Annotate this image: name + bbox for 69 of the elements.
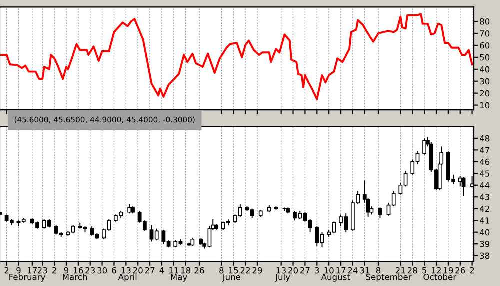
y-tick-label: 42 — [480, 206, 490, 212]
y-tick-label: 47 — [480, 147, 490, 154]
x-tick-label: 13 — [122, 267, 131, 274]
x-tick-label: 16 — [74, 267, 84, 274]
x-tick-label: 2 — [470, 267, 474, 274]
x2-tick-label: October — [424, 274, 457, 280]
y-tick-label: 40 — [480, 229, 490, 236]
y-tick-label: 60 — [480, 42, 490, 49]
x-tick-label: 19 — [444, 267, 454, 274]
x-tick-label: 2 — [4, 267, 9, 274]
x2-tick-label: September — [366, 274, 412, 282]
x-tick-label: 29 — [252, 267, 262, 274]
x-tick-label: 27 — [145, 267, 155, 274]
y-tick-label: 41 — [480, 218, 490, 224]
x-tick-label: 30 — [98, 267, 108, 274]
x2-tick-label: July — [275, 274, 290, 282]
x-tick-label: 13 — [276, 267, 286, 274]
x-tick-label: 24 — [348, 267, 358, 274]
x-tick-label: 20 — [133, 267, 143, 274]
x-tick-label: 9 — [16, 267, 21, 274]
x-tick-label: 18 — [181, 267, 191, 274]
x-tick-label: 10 — [324, 267, 334, 274]
x-tick-label: 15 — [229, 268, 238, 274]
x-tick-label: 28 — [408, 267, 418, 274]
x2-tick-label: February — [10, 274, 46, 282]
y-tick-label: 40 — [480, 66, 490, 73]
x2-tick-label: March — [63, 274, 88, 280]
y-tick-label: 38 — [480, 252, 490, 260]
x-tick-label: 26 — [194, 267, 204, 274]
x-tick-label: 17 — [336, 268, 346, 274]
y-tick-label: 10 — [480, 102, 490, 109]
x-tick-label: 6 — [112, 267, 116, 274]
candlestick — [462, 176, 466, 196]
x-tick-label: 27 — [300, 267, 310, 274]
x-tick-label: 21 — [396, 267, 406, 274]
y-tick-label: 20 — [480, 90, 490, 97]
x-tick-label: 8 — [376, 267, 381, 274]
x-tick-label: 26 — [456, 267, 466, 274]
y-tick-label: 39 — [480, 241, 490, 248]
x-tick-label: 23 — [86, 267, 95, 274]
x-tick-label: 2 — [52, 267, 56, 274]
x-tick-label: 20 — [288, 267, 298, 274]
y-tick-label: 43 — [480, 194, 490, 200]
x-tick-label: 12 — [432, 267, 441, 274]
x-tick-label: 4 — [160, 268, 164, 274]
candlestick — [128, 204, 132, 214]
candlestick — [458, 176, 462, 188]
x2-tick-label: June — [222, 274, 241, 282]
x-tick-label: 8 — [220, 267, 224, 274]
x2-tick-label: April — [118, 274, 137, 282]
y-tick-label: 50 — [480, 54, 490, 61]
x-tick-label: 23 — [38, 267, 48, 274]
x-tick-label: 5 — [422, 268, 426, 274]
x2-tick-label: August — [321, 274, 350, 282]
y-tick-label: 48 — [480, 135, 490, 142]
candlestick — [422, 138, 427, 156]
y-tick-label: 45 — [480, 170, 490, 177]
x-tick-label: 22 — [240, 267, 250, 274]
x-tick-label: 11 — [170, 268, 178, 274]
x-tick-label: 17 — [28, 268, 37, 274]
y-tick-label: 80 — [480, 18, 490, 25]
x2-tick-label: May — [171, 274, 188, 282]
y-tick-label: 46 — [480, 158, 490, 166]
y-tick-label: 44 — [480, 182, 490, 189]
x-tick-label: 3 — [315, 267, 320, 274]
x-tick-label: 9 — [64, 267, 69, 274]
y-tick-label: 70 — [480, 30, 490, 37]
y-tick-label: 30 — [480, 78, 490, 85]
x-tick-label: 31 — [360, 267, 370, 274]
